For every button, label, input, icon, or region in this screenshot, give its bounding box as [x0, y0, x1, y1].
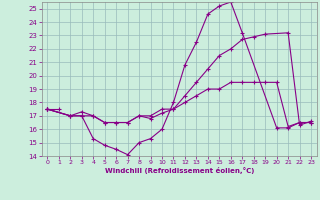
X-axis label: Windchill (Refroidissement éolien,°C): Windchill (Refroidissement éolien,°C) — [105, 167, 254, 174]
